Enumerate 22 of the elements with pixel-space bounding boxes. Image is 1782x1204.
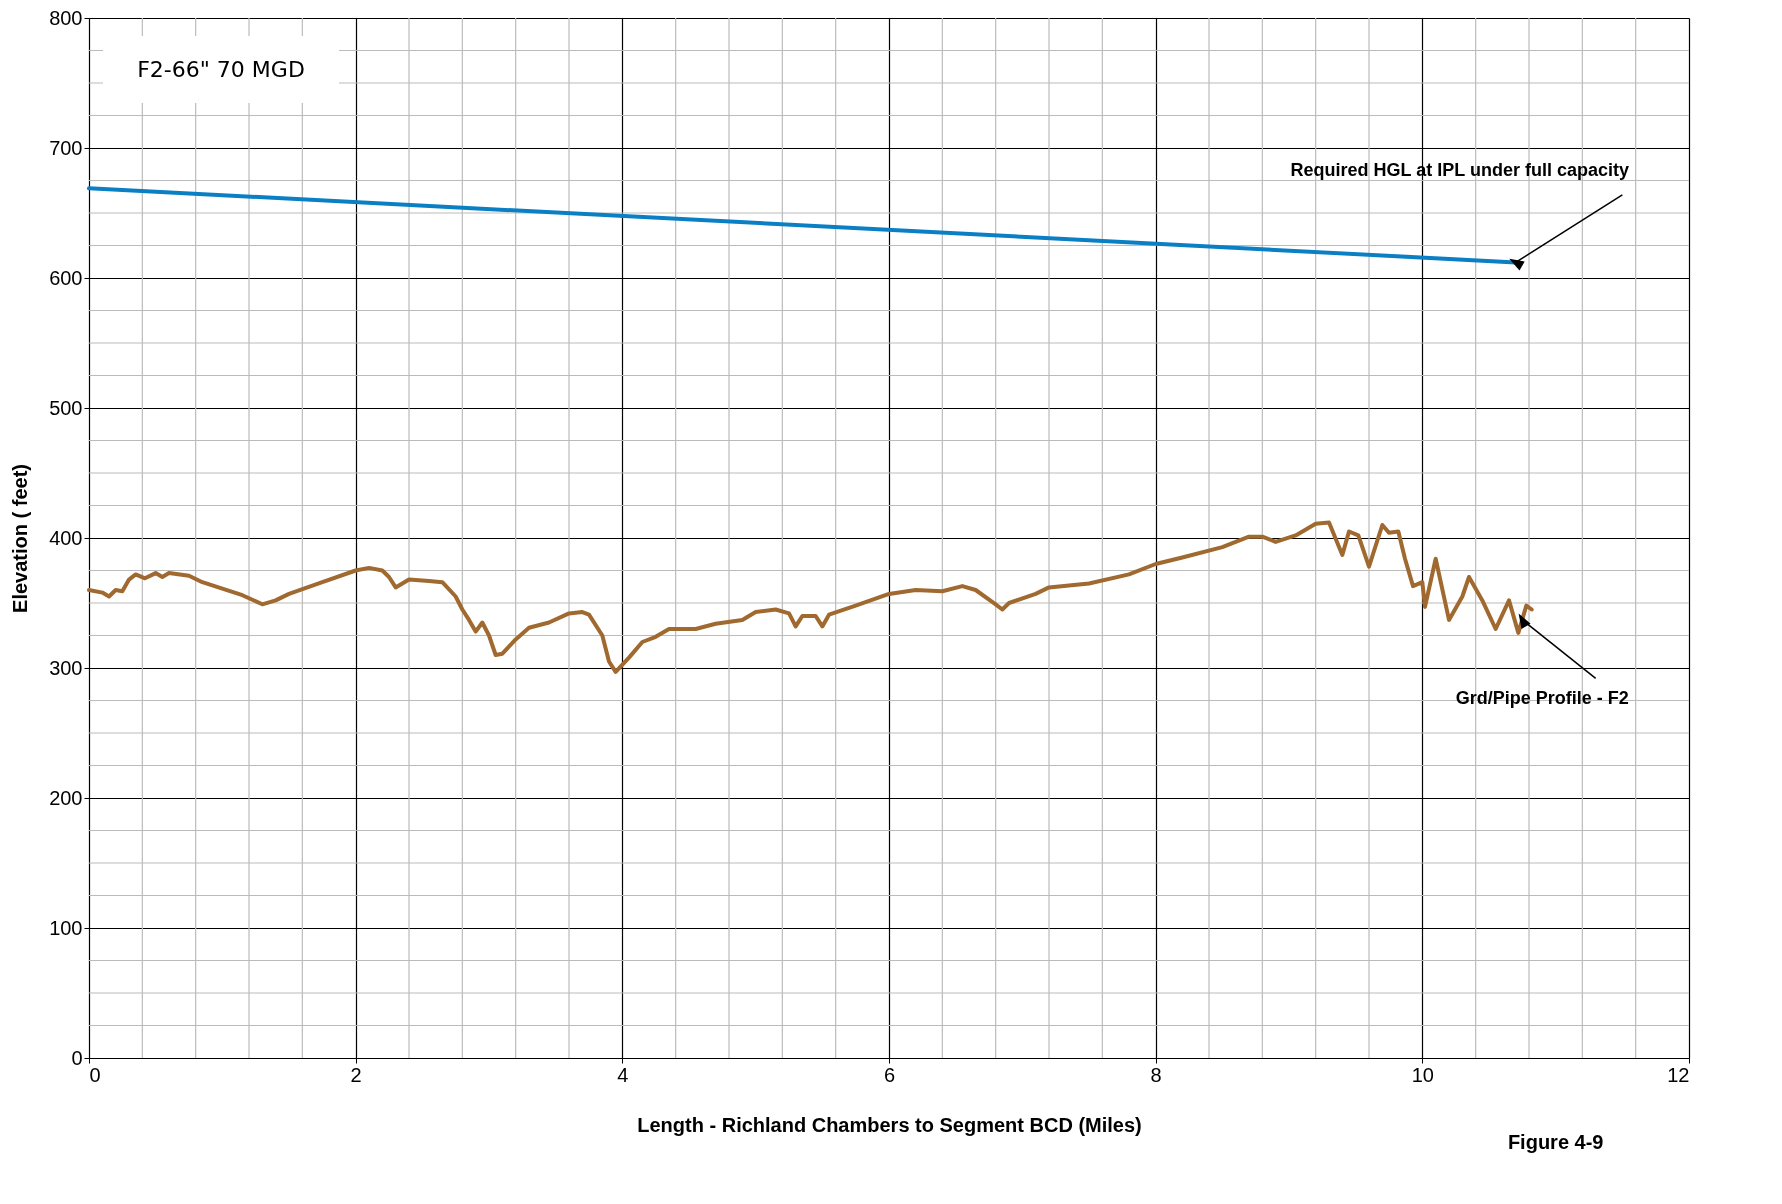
y-tick-label: 300 xyxy=(49,656,83,679)
y-tick-label: 0 xyxy=(71,1046,83,1069)
y-tick-label: 600 xyxy=(49,266,83,289)
y-tick-label: 400 xyxy=(49,526,83,549)
y-tick-label: 500 xyxy=(49,396,83,419)
y-tick-label: 100 xyxy=(49,916,83,939)
caption: Figure 4-9 xyxy=(1507,1131,1604,1153)
x-tick-label: 2 xyxy=(350,1063,362,1086)
y-axis-title: Elevation ( feet) xyxy=(9,464,32,613)
x-tick-label: 4 xyxy=(617,1063,629,1086)
x-tick-label: 0 xyxy=(89,1063,101,1086)
x-tick-label: 6 xyxy=(883,1063,896,1086)
line-series xyxy=(87,520,1534,674)
x-tick-label: 12 xyxy=(1667,1063,1690,1086)
x-tick-label: 8 xyxy=(1150,1063,1162,1086)
x-tick-label: 10 xyxy=(1411,1063,1434,1086)
y-tick-label: 200 xyxy=(49,786,83,809)
y-tick-label: 800 xyxy=(49,6,83,29)
x-axis-title: Length - Richland Chambers to Segment BCD (Miles) xyxy=(637,1113,1142,1136)
annotation: F2-66" 70 MGD xyxy=(137,57,305,82)
y-tick-label: 700 xyxy=(49,136,83,159)
annotation: Grd/Pipe Profile - F2 xyxy=(1455,688,1629,708)
